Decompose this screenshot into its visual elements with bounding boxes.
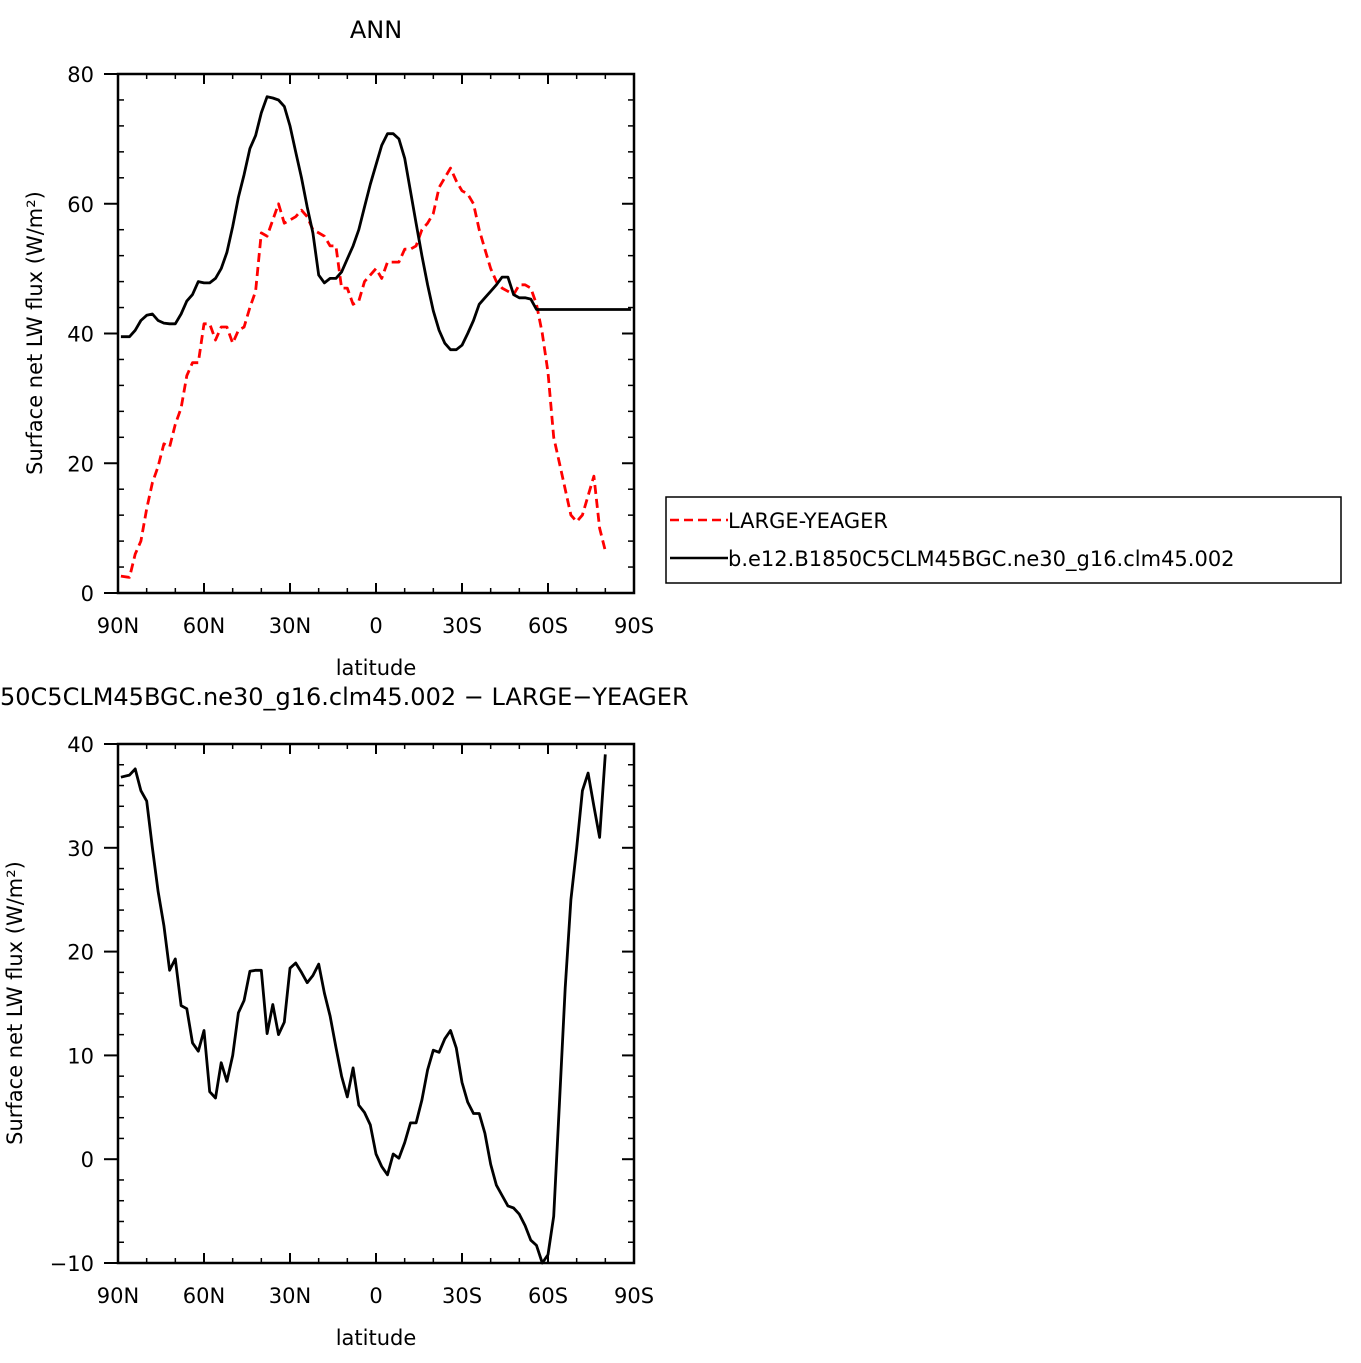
top-y-tick-label: 0 — [81, 582, 94, 606]
bottom-y-tick-label: −10 — [50, 1252, 94, 1276]
bottom-x-tick-label: 30S — [442, 1284, 482, 1308]
bottom-y-tick-labels: 40 30 20 10 0 −10 — [50, 733, 94, 1276]
top-chart-title: ANN — [350, 16, 402, 44]
top-y-tick-label: 80 — [67, 63, 94, 87]
top-x-tick-label: 30N — [269, 614, 311, 638]
bottom-x-tick-label: 30N — [269, 1284, 311, 1308]
bottom-x-tick-label: 60S — [528, 1284, 568, 1308]
legend-label-large-yeager: LARGE-YEAGER — [728, 509, 888, 533]
top-series-lines — [120, 95, 632, 579]
top-x-tick-labels: 90N 60N 30N 0 30S 60S 90S — [97, 614, 654, 638]
top-y-tick-label: 20 — [67, 452, 94, 476]
bottom-y-tick-label: 20 — [67, 941, 94, 965]
bottom-x-tick-labels: 90N 60N 30N 0 30S 60S 90S — [97, 1284, 654, 1308]
top-x-tick-label: 60N — [183, 614, 225, 638]
top-y-tick-label: 40 — [67, 323, 94, 347]
bottom-chart-title: 50C5CLM45BGC.ne30_g16.clm45.002 − LARGE−… — [0, 683, 689, 711]
top-axis-ticks — [104, 73, 635, 594]
top-x-tick-label: 90N — [97, 614, 139, 638]
bottom-series-line-difference — [120, 754, 607, 1265]
top-series-line-b-e12-b1850c5clm45bgc-ne30-g16-clm45-002 — [120, 95, 632, 352]
top-x-tick-label: 60S — [528, 614, 568, 638]
top-series-line-large-yeager — [120, 166, 607, 579]
bottom-x-tick-label: 60N — [183, 1284, 225, 1308]
bottom-y-tick-label: 0 — [81, 1148, 94, 1172]
bottom-x-axis-title: latitude — [336, 1326, 417, 1350]
top-x-tick-label: 90S — [614, 614, 654, 638]
top-y-tick-label: 60 — [67, 193, 94, 217]
bottom-x-tick-label: 0 — [369, 1284, 382, 1308]
legend: LARGE-YEAGER b.e12.B1850C5CLM45BGC.ne30_… — [665, 496, 1342, 584]
bottom-series-lines — [120, 754, 607, 1265]
legend-box — [665, 496, 1342, 584]
legend-label-model: b.e12.B1850C5CLM45BGC.ne30_g16.clm45.002 — [728, 547, 1235, 572]
bottom-axis-ticks — [104, 743, 635, 1264]
bottom-y-tick-label: 30 — [67, 837, 94, 861]
bottom-y-tick-label: 40 — [67, 733, 94, 757]
top-line-chart: ANN 90N 60N 30N 0 30S 60S 90S 0 20 40 60 80 latitu… — [23, 16, 654, 680]
top-x-tick-label: 30S — [442, 614, 482, 638]
bottom-x-tick-label: 90N — [97, 1284, 139, 1308]
bottom-y-tick-label: 10 — [67, 1044, 94, 1068]
top-x-tick-label: 0 — [369, 614, 382, 638]
top-x-axis-title: latitude — [336, 656, 417, 680]
bottom-x-tick-label: 90S — [614, 1284, 654, 1308]
bottom-y-axis-title: Surface net LW flux (W/m²) — [3, 861, 27, 1145]
top-plot-frame — [116, 72, 636, 595]
top-y-tick-labels: 0 20 40 60 80 — [67, 63, 94, 606]
bottom-line-chart: 50C5CLM45BGC.ne30_g16.clm45.002 − LARGE−… — [0, 683, 689, 1350]
top-y-axis-title: Surface net LW flux (W/m²) — [23, 191, 47, 475]
